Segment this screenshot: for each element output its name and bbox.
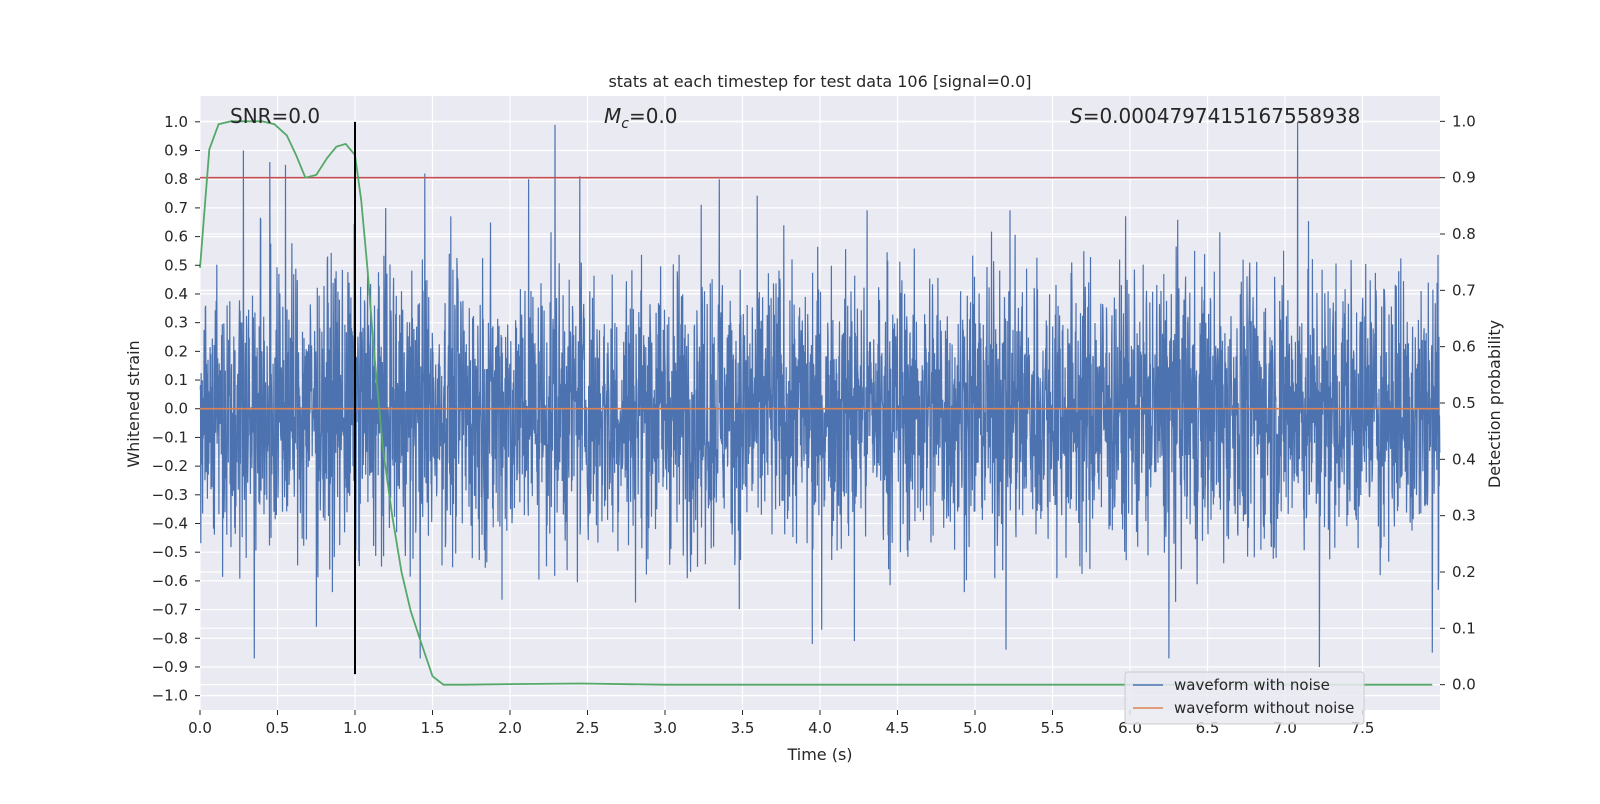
mc-symbol: M: [604, 104, 621, 128]
x-axis-label: Time (s): [786, 745, 852, 764]
y-tick-label: −0.8: [152, 629, 188, 647]
x-tick-label: 4.5: [886, 719, 910, 737]
y-tick-label: −0.5: [152, 543, 188, 561]
mc-value: =0.0: [629, 104, 678, 128]
snr-annotation: SNR=0.0: [230, 104, 320, 128]
x-axis-ticks: 0.0 0.5 1.0 1.5 2.0 2.5 3.0 3.5 4.0 4.5 5.0 5.5 6.0 6…: [188, 710, 1374, 737]
s-annotation: S=0.0004797415167558938: [1070, 104, 1360, 128]
chart-title: stats at each timestep for test data 106…: [608, 72, 1031, 91]
x-tick-label: 5.5: [1041, 719, 1065, 737]
y2-tick-label: 0.1: [1452, 619, 1476, 637]
mc-subscript: c: [621, 116, 629, 132]
x-tick-label: 3.0: [653, 719, 677, 737]
series-waveform-with-noise: [199, 121, 1441, 668]
data-layer: [199, 120, 1441, 686]
y-tick-label: 0.4: [164, 285, 188, 303]
y2-tick-label: 0.5: [1452, 394, 1476, 412]
y-tick-label: −0.7: [152, 601, 188, 619]
x-tick-label: 2.0: [498, 719, 522, 737]
legend-label-clean: waveform without noise: [1174, 699, 1354, 717]
y2-tick-label: 0.9: [1452, 169, 1476, 187]
y2-tick-label: 0.2: [1452, 563, 1476, 581]
x-tick-label: 0.0: [188, 719, 212, 737]
x-tick-label: 3.5: [731, 719, 755, 737]
y-tick-label: 0.7: [164, 199, 188, 217]
x-tick-label: 1.5: [421, 719, 445, 737]
x-tick-label: 5.0: [963, 719, 987, 737]
legend-label-noise: waveform with noise: [1174, 676, 1330, 694]
y2-tick-label: 1.0: [1452, 112, 1476, 130]
y-tick-label: −0.4: [152, 515, 188, 533]
right-axis-ticks: 1.0 0.9 0.8 0.7 0.6 0.5 0.4 0.3 0.2 0.1 0.0: [1440, 112, 1476, 694]
y-tick-label: −0.6: [152, 572, 188, 590]
y2-tick-label: 0.6: [1452, 338, 1476, 356]
x-tick-label: 2.5: [576, 719, 600, 737]
y-tick-label: −1.0: [152, 687, 188, 705]
y-tick-label: 0.8: [164, 170, 188, 188]
x-tick-label: 0.5: [266, 719, 290, 737]
legend-box: [1124, 671, 1365, 725]
y-tick-label: 0.9: [164, 142, 188, 160]
x-tick-label: 1.0: [343, 719, 367, 737]
y-tick-label: 0.6: [164, 228, 188, 246]
legend: waveform with noise waveform without noi…: [1124, 671, 1365, 725]
series-detection-probability: [199, 120, 1433, 686]
x-tick-label: 4.0: [808, 719, 832, 737]
y2-tick-label: 0.3: [1452, 507, 1476, 525]
y2-tick-label: 0.0: [1452, 676, 1476, 694]
s-symbol: S: [1070, 104, 1083, 128]
y2-tick-label: 0.8: [1452, 225, 1476, 243]
y2-tick-label: 0.4: [1452, 450, 1476, 468]
y-tick-label: −0.9: [152, 658, 188, 676]
y-tick-label: 1.0: [164, 113, 188, 131]
left-axis-ticks: 1.0 0.9 0.8 0.7 0.6 0.5 0.4 0.3 0.2 0.1 0.0 −0.1 −0.…: [152, 113, 200, 705]
y-tick-label: −0.3: [152, 486, 188, 504]
y-tick-label: 0.1: [164, 371, 188, 389]
y-tick-label: 0.5: [164, 256, 188, 274]
y-tick-label: −0.2: [152, 457, 188, 475]
y-axis-label: Whitened strain: [124, 340, 143, 467]
y2-tick-label: 0.7: [1452, 281, 1476, 299]
mc-annotation: Mc=0.0: [604, 104, 678, 132]
y-tick-label: 0.3: [164, 314, 188, 332]
y-tick-label: −0.1: [152, 428, 188, 446]
y2-axis-label: Detection probability: [1485, 320, 1504, 488]
y-tick-label: 0.0: [164, 400, 188, 418]
y-tick-label: 0.2: [164, 342, 188, 360]
s-value: =0.0004797415167558938: [1083, 104, 1361, 128]
